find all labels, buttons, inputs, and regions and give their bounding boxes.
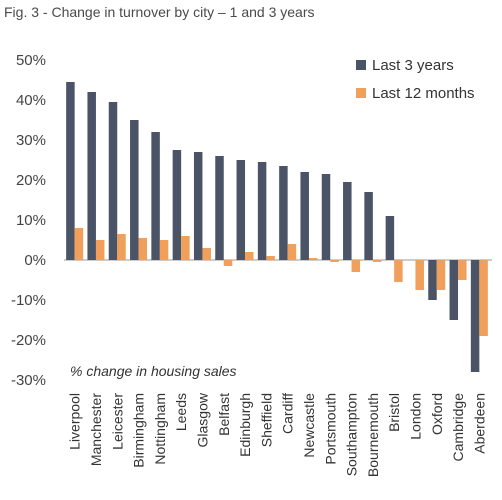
bar-last-12-months xyxy=(479,260,488,336)
bar-last-12-months xyxy=(74,228,84,260)
bar-last-3-years xyxy=(321,174,331,260)
y-tick-label: 0% xyxy=(24,252,46,269)
bar-last-3-years xyxy=(87,92,96,260)
bar-last-12-months xyxy=(394,260,403,282)
bars xyxy=(66,82,488,372)
y-tick-label: 50% xyxy=(16,52,46,69)
category-label: Bristol xyxy=(386,393,402,432)
bar-last-12-months xyxy=(138,238,148,260)
bar-last-3-years xyxy=(470,260,480,372)
bar-last-3-years xyxy=(236,160,246,260)
category-label: Portsmouth xyxy=(322,393,338,465)
bar-last-3-years xyxy=(172,150,182,260)
bar-last-12-months xyxy=(372,260,382,262)
category-label: Manchester xyxy=(88,393,104,466)
category-label: Leicester xyxy=(109,393,125,450)
category-label: Belfast xyxy=(216,393,232,436)
bar-last-3-years xyxy=(279,166,288,260)
y-tick-label: -20% xyxy=(11,332,46,349)
bar-last-3-years xyxy=(385,216,395,260)
bar-last-12-months xyxy=(266,256,275,260)
bar-last-3-years xyxy=(343,182,352,260)
category-label: Cambridge xyxy=(450,393,466,462)
bar-last-3-years xyxy=(300,172,309,260)
category-label: Newcastle xyxy=(301,393,317,458)
bar-last-12-months xyxy=(223,260,233,266)
bar-last-3-years xyxy=(364,192,373,260)
bar-last-3-years xyxy=(215,156,224,260)
figure-title: Fig. 3 - Change in turnover by city – 1 … xyxy=(4,4,315,20)
category-label: Cardiff xyxy=(280,393,296,434)
category-label: Oxford xyxy=(429,393,445,435)
category-label: Leeds xyxy=(173,393,189,431)
category-label: Edinburgh xyxy=(237,393,253,457)
bar-last-12-months xyxy=(308,258,318,260)
category-label: Aberdeen xyxy=(471,393,487,454)
bar-last-12-months xyxy=(159,240,169,260)
chart-annotation: % change in housing sales xyxy=(70,363,237,379)
category-label: Glasgow xyxy=(194,392,210,447)
y-tick-label: -30% xyxy=(11,372,46,389)
bar-last-3-years xyxy=(193,152,203,260)
bar-last-12-months xyxy=(351,260,361,272)
category-label: Nottingham xyxy=(152,393,168,465)
y-axis-ticks: 50% 40% 30% 20% 10% 0% -10% -20% -30% xyxy=(11,52,46,389)
category-label: Bournemouth xyxy=(365,393,381,477)
category-labels: Liverpool Manchester Leicester Birmingham No… xyxy=(67,392,488,477)
legend-label: Last 3 years xyxy=(372,57,454,74)
y-tick-label: 20% xyxy=(16,172,46,189)
category-label: Birmingham xyxy=(131,393,147,468)
legend-swatch xyxy=(356,60,366,70)
y-tick-label: -10% xyxy=(11,292,46,309)
bar-last-12-months xyxy=(458,260,467,280)
bar-last-3-years xyxy=(130,120,139,260)
bar-last-12-months xyxy=(245,252,254,260)
bar-last-12-months xyxy=(181,236,190,260)
legend-label: Last 12 months xyxy=(372,85,475,102)
bar-last-3-years xyxy=(428,260,437,300)
bar-last-12-months xyxy=(95,240,105,260)
bar-last-3-years xyxy=(449,260,459,320)
bar-last-3-years xyxy=(257,162,267,260)
category-label: Sheffield xyxy=(258,393,274,447)
bar-last-12-months xyxy=(436,260,446,290)
category-label: Southampton xyxy=(344,393,360,476)
category-label: Liverpool xyxy=(67,393,83,450)
bar-last-12-months xyxy=(202,248,211,260)
bar-last-12-months xyxy=(330,260,339,262)
bar-last-12-months xyxy=(117,234,126,260)
bar-last-3-years xyxy=(151,132,160,260)
y-tick-label: 30% xyxy=(16,132,46,149)
bar-last-12-months xyxy=(415,260,424,290)
bar-last-12-months xyxy=(287,244,297,260)
y-tick-label: 10% xyxy=(16,212,46,229)
bar-last-3-years xyxy=(108,102,118,260)
y-tick-label: 40% xyxy=(16,92,46,109)
legend-swatch xyxy=(356,88,366,98)
bar-last-3-years xyxy=(66,82,75,260)
category-label: London xyxy=(407,393,423,440)
legend: Last 3 years Last 12 months xyxy=(356,57,475,102)
